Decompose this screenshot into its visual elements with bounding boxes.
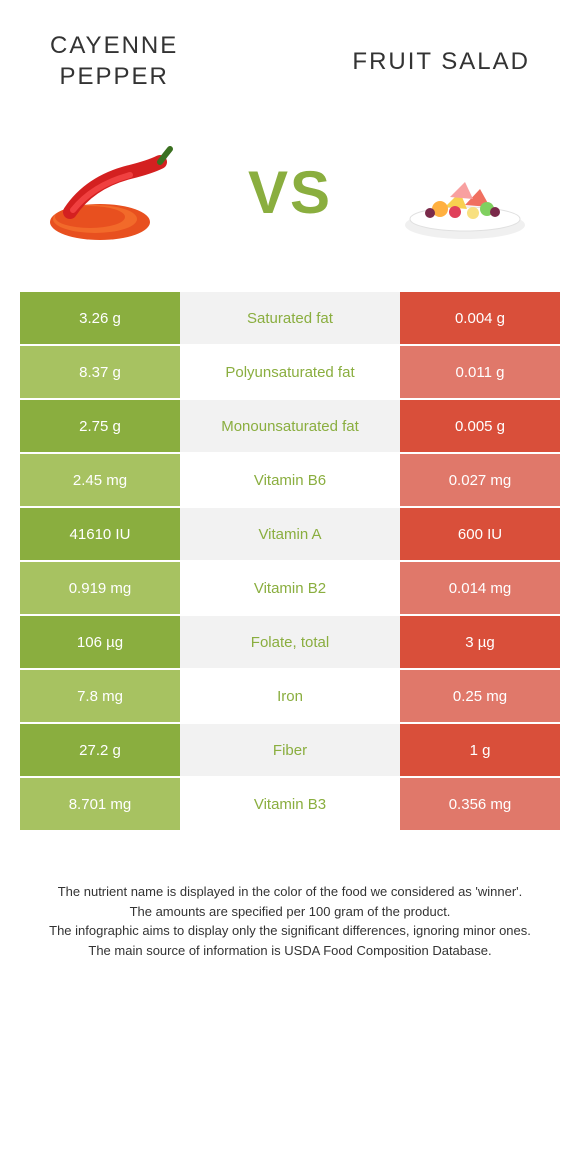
left-value: 8.37 g (20, 346, 180, 398)
left-value: 3.26 g (20, 292, 180, 344)
vs-label: VS (248, 158, 332, 227)
right-value: 0.004 g (400, 292, 560, 344)
left-food-title: CAYENNE PEPPER (50, 30, 178, 92)
right-value: 0.25 mg (400, 670, 560, 722)
right-value: 0.011 g (400, 346, 560, 398)
table-row: 2.75 gMonounsaturated fat0.005 g (20, 400, 560, 452)
table-row: 0.919 mgVitamin B20.014 mg (20, 562, 560, 614)
left-value: 2.75 g (20, 400, 180, 452)
table-row: 8.37 gPolyunsaturated fat0.011 g (20, 346, 560, 398)
footer-line: The amounts are specified per 100 gram o… (40, 902, 540, 922)
left-value: 106 µg (20, 616, 180, 668)
right-food-title: FRUIT SALAD (352, 46, 530, 77)
nutrition-table: 3.26 gSaturated fat0.004 g8.37 gPolyunsa… (20, 292, 560, 830)
nutrient-label: Vitamin B6 (180, 454, 400, 506)
table-row: 27.2 gFiber1 g (20, 724, 560, 776)
nutrient-label: Polyunsaturated fat (180, 346, 400, 398)
nutrient-label: Vitamin A (180, 508, 400, 560)
table-row: 106 µgFolate, total3 µg (20, 616, 560, 668)
table-row: 2.45 mgVitamin B60.027 mg (20, 454, 560, 506)
footer-line: The infographic aims to display only the… (40, 921, 540, 941)
header: CAYENNE PEPPER FRUIT SALAD (0, 0, 580, 112)
nutrient-label: Monounsaturated fat (180, 400, 400, 452)
left-value: 27.2 g (20, 724, 180, 776)
nutrient-label: Iron (180, 670, 400, 722)
left-value: 41610 IU (20, 508, 180, 560)
nutrient-label: Fiber (180, 724, 400, 776)
right-value: 1 g (400, 724, 560, 776)
nutrient-label: Folate, total (180, 616, 400, 668)
table-row: 3.26 gSaturated fat0.004 g (20, 292, 560, 344)
left-value: 2.45 mg (20, 454, 180, 506)
right-value: 0.005 g (400, 400, 560, 452)
nutrient-label: Vitamin B3 (180, 778, 400, 830)
table-row: 41610 IUVitamin A600 IU (20, 508, 560, 560)
nutrient-label: Vitamin B2 (180, 562, 400, 614)
left-value: 7.8 mg (20, 670, 180, 722)
right-value: 600 IU (400, 508, 560, 560)
cayenne-pepper-image (40, 132, 190, 252)
table-row: 7.8 mgIron0.25 mg (20, 670, 560, 722)
fruit-salad-image (390, 132, 540, 252)
left-value: 0.919 mg (20, 562, 180, 614)
table-row: 8.701 mgVitamin B30.356 mg (20, 778, 560, 830)
right-value: 0.356 mg (400, 778, 560, 830)
right-value: 0.014 mg (400, 562, 560, 614)
images-row: VS (0, 112, 580, 292)
footer-line: The main source of information is USDA F… (40, 941, 540, 961)
right-value: 0.027 mg (400, 454, 560, 506)
left-value: 8.701 mg (20, 778, 180, 830)
nutrient-label: Saturated fat (180, 292, 400, 344)
right-value: 3 µg (400, 616, 560, 668)
footer-notes: The nutrient name is displayed in the co… (0, 832, 580, 980)
footer-line: The nutrient name is displayed in the co… (40, 882, 540, 902)
